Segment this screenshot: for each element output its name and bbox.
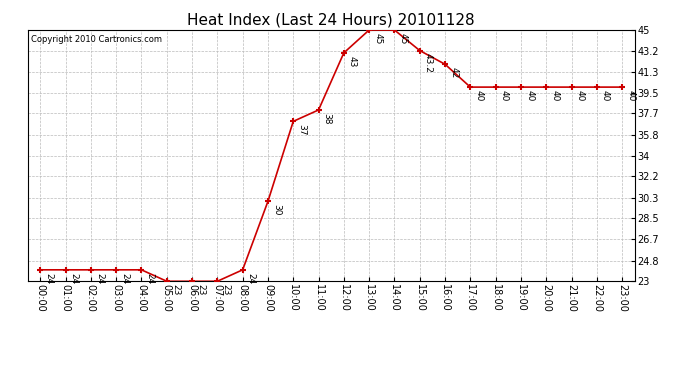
Text: 43.2: 43.2	[424, 53, 433, 73]
Text: 24: 24	[44, 273, 53, 284]
Text: 40: 40	[475, 90, 484, 101]
Text: 24: 24	[70, 273, 79, 284]
Text: 40: 40	[525, 90, 534, 101]
Text: 24: 24	[95, 273, 104, 284]
Text: 40: 40	[575, 90, 584, 101]
Text: 40: 40	[627, 90, 635, 101]
Text: 45: 45	[373, 33, 382, 44]
Text: 40: 40	[601, 90, 610, 101]
Text: 24: 24	[120, 273, 129, 284]
Title: Heat Index (Last 24 Hours) 20101128: Heat Index (Last 24 Hours) 20101128	[188, 12, 475, 27]
Text: 42: 42	[449, 67, 458, 78]
Text: 24: 24	[146, 273, 155, 284]
Text: Copyright 2010 Cartronics.com: Copyright 2010 Cartronics.com	[30, 35, 161, 44]
Text: 45: 45	[399, 33, 408, 44]
Text: 30: 30	[272, 204, 281, 216]
Text: 40: 40	[500, 90, 509, 101]
Text: 23: 23	[196, 284, 205, 296]
Text: 23: 23	[221, 284, 230, 296]
Text: 23: 23	[171, 284, 180, 296]
Text: 24: 24	[247, 273, 256, 284]
Text: 37: 37	[297, 124, 306, 136]
Text: 40: 40	[551, 90, 560, 101]
Text: 43: 43	[348, 56, 357, 67]
Text: 38: 38	[323, 113, 332, 124]
